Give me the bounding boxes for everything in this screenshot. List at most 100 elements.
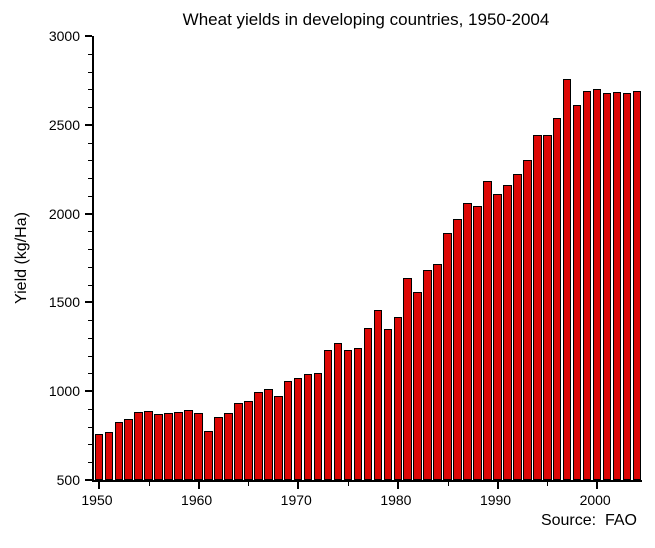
bar-1984 xyxy=(433,264,442,480)
bar-1965 xyxy=(244,400,253,480)
bar-1998 xyxy=(572,105,582,480)
x-axis-tick xyxy=(396,482,399,489)
y-axis-minor-tick xyxy=(88,320,92,322)
bar-1978 xyxy=(373,310,383,480)
y-axis-minor-tick xyxy=(88,160,92,162)
x-tick-label: 1950 xyxy=(81,492,113,508)
bar-1997 xyxy=(562,78,572,480)
y-axis-minor-tick xyxy=(88,71,92,73)
bar-1972 xyxy=(313,372,323,480)
y-axis-minor-tick xyxy=(88,284,92,286)
y-axis-minor-tick xyxy=(88,462,92,464)
bar-1952 xyxy=(114,422,124,480)
bar-1981 xyxy=(403,277,413,480)
bar-1973 xyxy=(323,350,333,480)
bar-1957 xyxy=(164,412,173,480)
y-axis-minor-tick xyxy=(88,266,92,268)
x-axis-tick xyxy=(596,482,599,489)
bar-2000 xyxy=(592,89,602,480)
bar-1953 xyxy=(124,418,134,480)
bar-1969 xyxy=(283,381,293,480)
x-axis-minor-tick xyxy=(248,482,250,486)
y-axis-tick xyxy=(85,390,92,393)
x-tick-label: 1990 xyxy=(479,492,512,508)
bar-1977 xyxy=(363,328,373,480)
y-axis-minor-tick xyxy=(88,408,92,410)
bar-1999 xyxy=(582,91,592,480)
bar-1950 xyxy=(94,433,104,480)
bar-1960 xyxy=(194,412,203,480)
bar-1963 xyxy=(224,413,233,480)
y-tick-label: 2500 xyxy=(48,116,80,133)
x-axis-minor-tick xyxy=(447,482,449,486)
bar-1962 xyxy=(214,416,223,480)
bar-2002 xyxy=(612,91,622,480)
bar-1979 xyxy=(383,329,393,480)
bar-1996 xyxy=(552,117,562,480)
bar-1987 xyxy=(463,202,472,480)
bar-1958 xyxy=(174,411,183,480)
bar-1995 xyxy=(542,134,552,480)
bar-1970 xyxy=(293,377,303,480)
y-axis-minor-tick xyxy=(88,142,92,144)
bar-1992 xyxy=(513,173,522,480)
bar-1976 xyxy=(353,347,363,480)
bar-1988 xyxy=(473,205,482,480)
x-axis-tick xyxy=(496,482,499,489)
y-axis-minor-tick xyxy=(88,249,92,251)
x-axis-minor-tick xyxy=(148,482,150,486)
x-axis-tick xyxy=(97,482,100,489)
y-tick-label: 2000 xyxy=(48,205,80,222)
y-axis-minor-tick xyxy=(88,231,92,233)
bar-1983 xyxy=(423,270,432,480)
y-axis-minor-tick xyxy=(88,53,92,55)
y-axis-minor-tick xyxy=(88,178,92,180)
y-tick-label: 3000 xyxy=(48,28,80,44)
bar-1982 xyxy=(413,291,422,480)
x-tick-label: 1980 xyxy=(380,492,412,508)
y-tick-label: 500 xyxy=(56,472,80,488)
y-axis-minor-tick xyxy=(88,373,92,375)
y-axis-minor-tick xyxy=(88,337,92,339)
bar-1954 xyxy=(134,411,144,480)
bar-2004 xyxy=(632,91,642,480)
y-axis-minor-tick xyxy=(88,195,92,197)
x-axis-minor-tick xyxy=(547,482,549,486)
bar-1989 xyxy=(483,180,492,480)
chart-title: Wheat yields in developing countries, 19… xyxy=(182,10,550,29)
bar-1967 xyxy=(263,388,273,480)
y-axis-tick xyxy=(85,479,92,481)
bar-1961 xyxy=(204,431,213,480)
bar-1980 xyxy=(393,316,403,480)
x-axis-minor-tick xyxy=(348,482,350,486)
y-axis-minor-tick xyxy=(88,89,92,91)
y-axis-tick xyxy=(85,123,92,126)
bar-1951 xyxy=(104,432,114,480)
y-tick-label: 1000 xyxy=(48,383,80,400)
bar-2003 xyxy=(622,92,632,480)
bar-1993 xyxy=(523,160,532,480)
y-axis-label: Yield (kg/Ha) xyxy=(13,212,30,304)
y-axis-minor-tick xyxy=(88,107,92,109)
bar-1955 xyxy=(144,410,153,480)
x-axis-tick xyxy=(197,482,200,489)
x-tick-label: 1970 xyxy=(280,492,312,508)
y-tick-label: 1500 xyxy=(48,294,80,311)
bar-1986 xyxy=(453,218,462,480)
y-axis-tick xyxy=(85,301,92,304)
y-axis-minor-tick xyxy=(88,444,92,446)
y-axis-tick xyxy=(85,35,92,37)
plot-area xyxy=(85,35,642,489)
y-axis-tick xyxy=(85,212,92,215)
x-tick-label: 2000 xyxy=(579,492,611,508)
bar-1975 xyxy=(343,350,353,480)
y-axis-minor-tick xyxy=(88,426,92,428)
bar-1956 xyxy=(154,414,163,480)
bar-1990 xyxy=(493,194,502,480)
bar-1964 xyxy=(234,402,243,480)
source-caption: Source: FAO xyxy=(540,512,637,529)
y-axis-minor-tick xyxy=(88,355,92,357)
bar-1991 xyxy=(503,185,512,480)
x-tick-label: 1960 xyxy=(181,492,213,508)
